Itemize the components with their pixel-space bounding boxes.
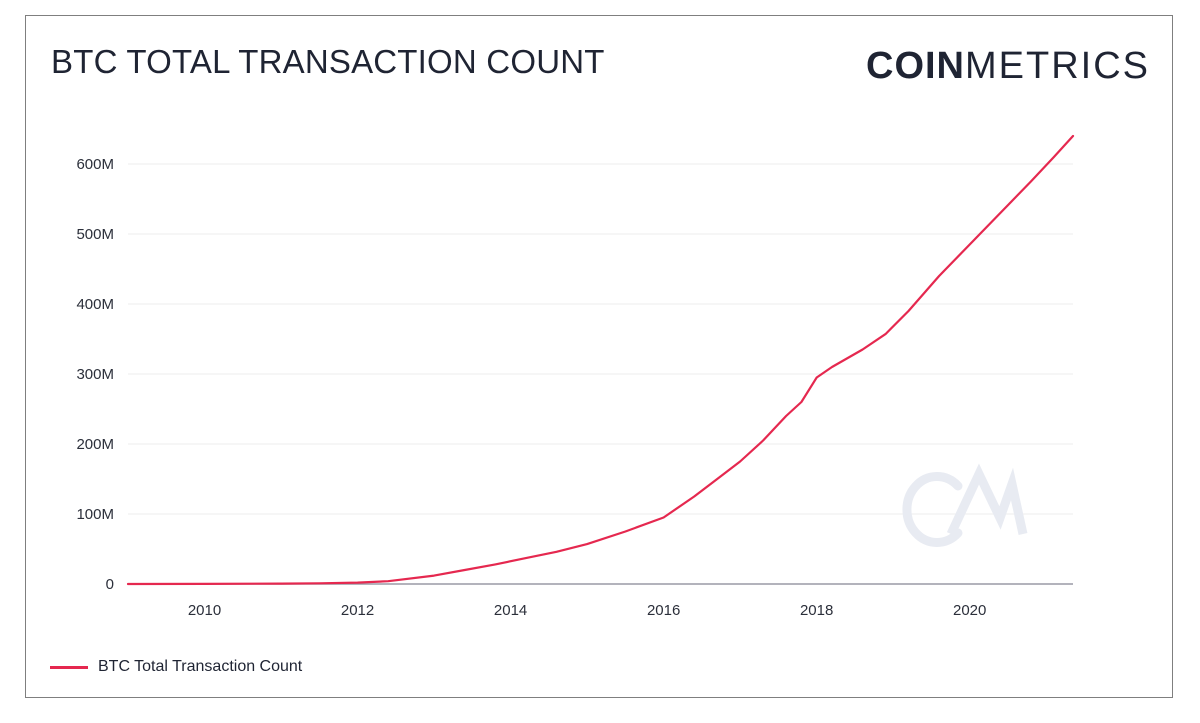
legend: BTC Total Transaction Count <box>50 656 302 678</box>
legend-swatch <box>50 665 88 669</box>
y-tick-label: 0 <box>106 576 114 593</box>
page-title: BTC TOTAL TRANSACTION COUNT <box>51 43 605 80</box>
y-tick-labels: 0 100M 200M 300M 400M 500M 600M <box>76 156 114 593</box>
legend-label: BTC Total Transaction Count <box>98 658 303 675</box>
logo-bold-text: COIN <box>866 45 965 87</box>
logo-light-text: METRICS <box>965 45 1150 87</box>
grid-lines <box>128 163 1073 515</box>
coinmetrics-logo: COINMETRICS <box>866 44 1150 88</box>
y-tick-label: 500M <box>76 226 114 243</box>
y-tick-label: 400M <box>76 296 114 313</box>
x-tick-label: 2016 <box>647 602 680 619</box>
x-tick-label: 2018 <box>800 602 833 619</box>
x-tick-label: 2010 <box>188 602 221 619</box>
x-tick-label: 2020 <box>953 602 986 619</box>
cm-watermark-icon <box>902 463 1028 547</box>
y-tick-label: 600M <box>76 156 114 173</box>
series-layer <box>126 134 1075 586</box>
x-tick-label: 2012 <box>341 602 374 619</box>
y-tick-label: 300M <box>76 366 114 383</box>
y-tick-label: 100M <box>76 506 114 523</box>
y-tick-label: 200M <box>76 436 114 453</box>
series-line-btc-total-transaction-count <box>126 134 1075 586</box>
x-tick-labels: 2010 2012 2014 2016 2018 2020 <box>188 602 987 619</box>
x-tick-label: 2014 <box>494 602 527 619</box>
